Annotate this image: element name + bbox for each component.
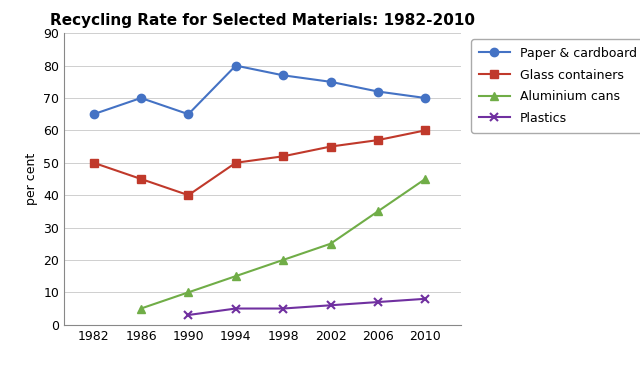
Aluminium cans (326, 242, 334, 246)
Y-axis label: per cent: per cent (24, 153, 38, 205)
Glass containers (326, 144, 334, 149)
Aluminium cans (184, 290, 192, 294)
Paper & cardboard (279, 73, 287, 77)
Paper & cardboard (326, 80, 334, 84)
Glass containers (421, 128, 429, 132)
Paper & cardboard (137, 96, 145, 100)
Glass containers (184, 193, 192, 197)
Aluminium cans (421, 177, 429, 181)
Plastics (279, 306, 287, 311)
Paper & cardboard (232, 63, 239, 68)
Aluminium cans (279, 258, 287, 262)
Line: Aluminium cans: Aluminium cans (137, 175, 429, 313)
Aluminium cans (374, 209, 381, 214)
Line: Paper & cardboard: Paper & cardboard (90, 61, 429, 118)
Paper & cardboard (374, 89, 381, 94)
Paper & cardboard (184, 112, 192, 116)
Plastics (232, 306, 239, 311)
Paper & cardboard (421, 96, 429, 100)
Line: Glass containers: Glass containers (90, 126, 429, 199)
Glass containers (137, 177, 145, 181)
Plastics (421, 297, 429, 301)
Aluminium cans (232, 274, 239, 278)
Glass containers (374, 138, 381, 142)
Glass containers (279, 154, 287, 159)
Aluminium cans (137, 306, 145, 311)
Plastics (184, 313, 192, 317)
Line: Plastics: Plastics (184, 294, 429, 319)
Plastics (326, 303, 334, 307)
Paper & cardboard (90, 112, 97, 116)
Legend: Paper & cardboard, Glass containers, Aluminium cans, Plastics: Paper & cardboard, Glass containers, Alu… (471, 39, 640, 133)
Title: Recycling Rate for Selected Materials: 1982-2010: Recycling Rate for Selected Materials: 1… (50, 13, 475, 28)
Glass containers (90, 161, 97, 165)
Glass containers (232, 161, 239, 165)
Plastics (374, 300, 381, 304)
